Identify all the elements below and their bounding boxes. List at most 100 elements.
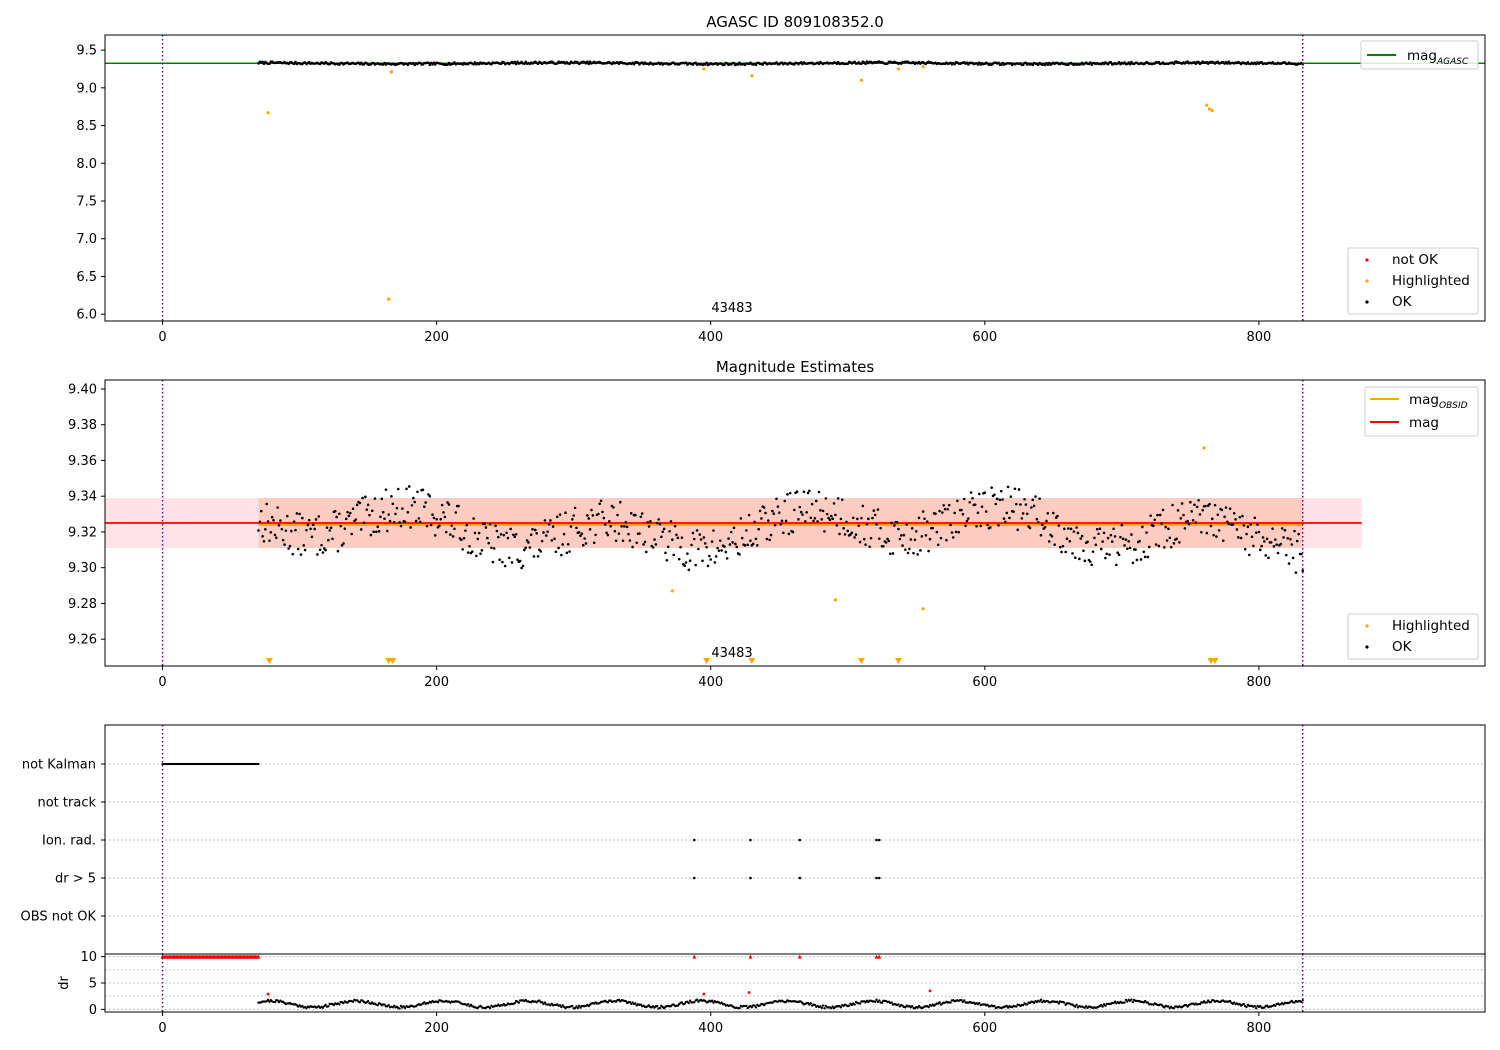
data-point-ok (635, 541, 639, 545)
data-point-ok (734, 542, 737, 546)
data-point-ok (886, 537, 889, 541)
data-point-ok (391, 502, 395, 506)
dr-point-ok (579, 1006, 582, 1009)
dr-point-ok (505, 1003, 508, 1007)
data-point-ok (898, 537, 902, 541)
data-point-ok (1004, 520, 1007, 524)
data-point-ok (1264, 554, 1268, 557)
data-point-ok (1195, 505, 1199, 509)
legend-label-not-ok: not OK (1392, 252, 1439, 268)
dr-point-ok (878, 999, 881, 1002)
dr-point-ok (392, 1004, 396, 1008)
data-point-ok (657, 518, 660, 521)
data-point-ok (661, 530, 665, 534)
data-point-ok (1239, 536, 1243, 540)
data-point-highlighted (702, 67, 706, 71)
data-point-highlighted (921, 607, 925, 611)
data-point-ok (983, 491, 987, 495)
dr-point-ok (628, 1000, 632, 1004)
data-point-ok (980, 505, 984, 509)
data-point-ok (746, 543, 750, 547)
data-point-ok (1072, 530, 1076, 533)
panel2-legend-upper: magOBSID mag (1364, 386, 1479, 437)
data-point-ok (686, 552, 689, 555)
data-point-ok (1141, 525, 1144, 529)
data-point-ok (791, 530, 795, 534)
y-tick-label: 6.0 (76, 308, 97, 323)
data-point-ok (749, 539, 752, 542)
data-point-ok (813, 517, 817, 520)
data-point-ok (453, 527, 456, 531)
data-point-ok (835, 524, 839, 527)
flag-point-dr-gt-5 (798, 876, 802, 880)
data-point-ok (1036, 520, 1040, 524)
data-point-ok (324, 548, 327, 552)
y-tick-label: 9.38 (68, 418, 97, 433)
data-point-ok (1286, 536, 1289, 540)
data-point-ok (433, 534, 437, 537)
data-point-ok (935, 530, 939, 534)
data-point-ok (951, 536, 955, 539)
data-point-ok (860, 516, 863, 520)
dr-point-ok (1057, 1002, 1061, 1005)
data-point-ok (338, 512, 341, 516)
data-point-ok (258, 520, 262, 524)
data-point-ok (854, 533, 858, 536)
data-point-ok (1123, 544, 1126, 547)
data-point-ok (769, 533, 773, 537)
dr-point-ok (327, 1005, 330, 1008)
data-point-ok (1080, 534, 1084, 538)
dr-point-ok (1131, 1000, 1135, 1004)
data-point-ok (1172, 62, 1176, 66)
data-point-ok (1047, 540, 1051, 543)
panel1-title: AGASC ID 809108352.0 (706, 13, 884, 31)
data-point-ok (291, 552, 295, 556)
dr-point-not-ok (266, 992, 270, 996)
data-point-ok (756, 544, 759, 547)
dr-point-ok (949, 1001, 952, 1004)
data-point-ok (347, 514, 351, 518)
dr-point-ok (1104, 1004, 1107, 1007)
dr-point-ok (1039, 998, 1043, 1002)
panel-agasc-magnitude: AGASC ID 809108352.0 0 200 400 600 800 6.0 6.… (76, 13, 1486, 345)
dr-point-ok (1063, 1001, 1066, 1004)
data-point-ok (1201, 508, 1204, 512)
dr-point-ok (1205, 1001, 1209, 1004)
data-point-ok (416, 490, 419, 494)
data-point-ok (451, 535, 455, 538)
data-point-ok (666, 545, 670, 549)
data-point-ok (553, 537, 556, 541)
data-point-ok (473, 531, 477, 535)
data-point-ok (618, 500, 622, 504)
dr-point-ok (1186, 1005, 1189, 1008)
flag-point-ion-rad (749, 838, 752, 842)
data-point-ok (1293, 529, 1296, 533)
data-point-ok (1260, 544, 1263, 548)
data-point-ok (613, 529, 617, 533)
data-point-ok (824, 497, 828, 500)
data-point-ok (1023, 497, 1026, 501)
dr-point-ok (624, 999, 627, 1003)
data-point-ok (480, 549, 484, 552)
data-point-ok (558, 513, 562, 516)
data-point-ok (1130, 533, 1133, 536)
data-point-ok (1045, 519, 1048, 523)
data-point-ok (625, 525, 629, 529)
data-point-ok (359, 528, 363, 531)
legend-subscript-obsid: OBSID (1439, 401, 1468, 411)
data-point-ok (450, 524, 454, 527)
data-point-ok (823, 530, 826, 533)
data-point-ok (1176, 509, 1180, 512)
data-point-ok (462, 536, 466, 540)
data-point-ok (828, 518, 832, 522)
data-point-ok (1089, 61, 1092, 64)
data-point-ok (1146, 555, 1150, 559)
data-point-ok (978, 61, 981, 64)
data-point-ok (1282, 536, 1285, 539)
data-point-ok (494, 524, 497, 528)
data-point-ok (562, 532, 566, 536)
data-point-ok (470, 550, 474, 553)
data-point-ok (905, 523, 908, 526)
data-point-ok (819, 509, 822, 512)
data-point-ok (967, 517, 970, 520)
